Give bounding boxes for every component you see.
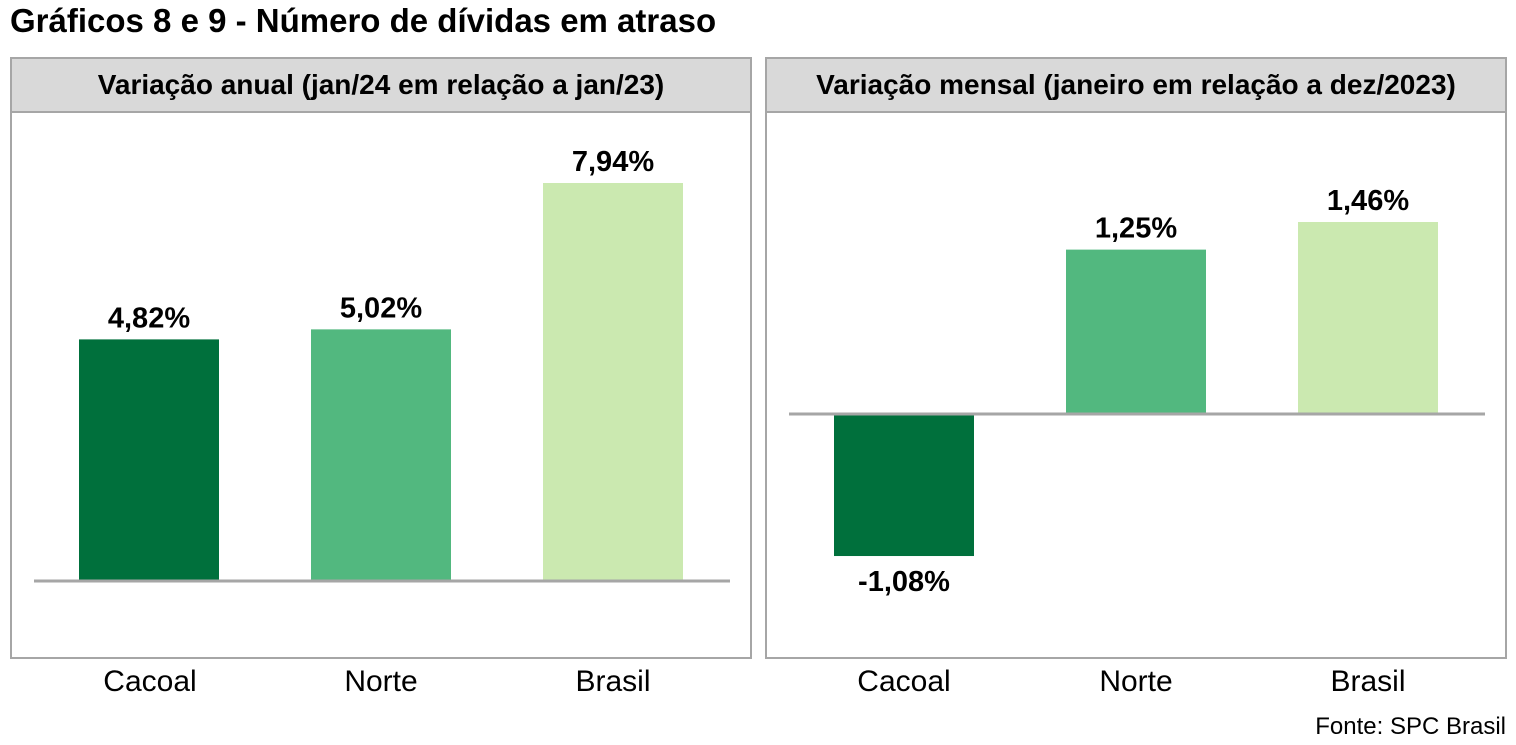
monthly-bar-cacoal	[834, 414, 974, 557]
page-title: Gráficos 8 e 9 - Número de dívidas em at…	[10, 2, 717, 39]
monthly-category-label-norte: Norte	[1099, 665, 1173, 698]
annual-category-label-norte: Norte	[344, 665, 418, 698]
annual-bar-norte	[311, 329, 451, 581]
annual-category-label-cacoal: Cacoal	[103, 665, 197, 698]
monthly-bar-brasil	[1298, 222, 1438, 414]
monthly-variation-panel: Variação mensal (janeiro em relação a de…	[765, 57, 1507, 659]
source-note: Fonte: SPC Brasil	[1315, 713, 1506, 740]
monthly-value-label-cacoal: -1,08%	[858, 566, 950, 598]
annual-value-label-brasil: 7,94%	[572, 146, 654, 178]
annual-variation-panel: Variação anual (jan/24 em relação a jan/…	[10, 57, 752, 659]
annual-bar-brasil	[543, 183, 683, 581]
monthly-category-label-cacoal: Cacoal	[857, 665, 951, 698]
monthly-chart-plot: -1,08% 1,25% 1,46%	[789, 185, 1485, 598]
monthly-bar-norte	[1066, 249, 1206, 414]
annual-value-label-cacoal: 4,82%	[108, 302, 190, 334]
monthly-value-label-norte: 1,25%	[1095, 213, 1177, 245]
annual-bar-cacoal	[79, 339, 219, 581]
annual-value-label-norte: 5,02%	[340, 292, 422, 324]
monthly-category-label-brasil: Brasil	[1330, 665, 1406, 698]
annual-chart-title: Variação anual (jan/24 em relação a jan/…	[12, 59, 750, 113]
monthly-value-label-brasil: 1,46%	[1327, 185, 1409, 217]
annual-chart-plot: 4,82% 5,02% 7,94%	[34, 146, 730, 583]
annual-category-label-brasil: Brasil	[575, 665, 651, 698]
monthly-chart-title: Variação mensal (janeiro em relação a de…	[767, 59, 1505, 113]
